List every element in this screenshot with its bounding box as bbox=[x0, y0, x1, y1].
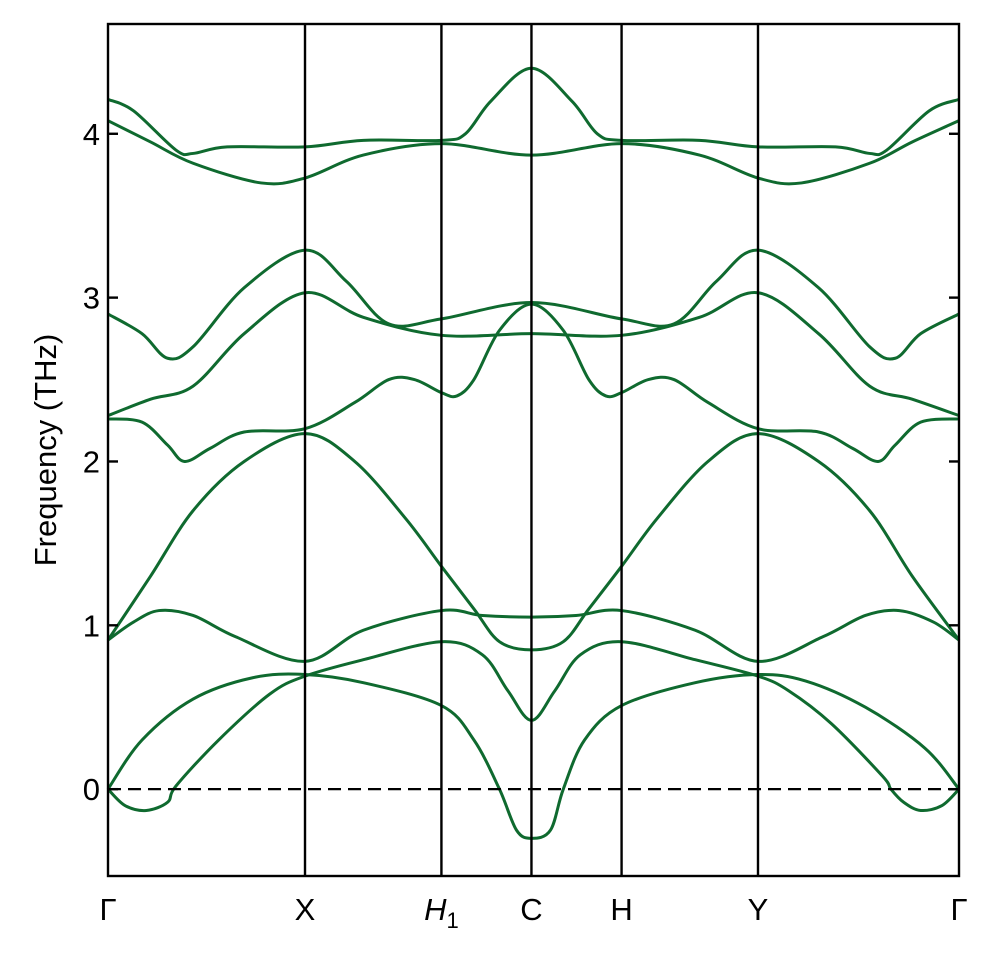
high-symmetry-lines bbox=[303, 24, 760, 876]
band-line-2 bbox=[106, 640, 961, 813]
y-axis-ticks: 0 1 2 3 4 bbox=[83, 117, 959, 807]
y-tick-label-1: 1 bbox=[83, 608, 100, 643]
band-line-3 bbox=[107, 608, 960, 663]
band-line-9 bbox=[107, 66, 960, 157]
x-axis-labels: Γ X H1 C H Y Γ bbox=[99, 892, 967, 933]
band-line-8 bbox=[107, 119, 960, 186]
y-tick-label-3: 3 bbox=[83, 281, 100, 316]
x-tick-label-7: Γ bbox=[950, 892, 967, 927]
x-tick-label-4: C bbox=[520, 892, 542, 927]
x-tick-label-6: Y bbox=[748, 892, 769, 927]
dispersion-lines bbox=[106, 66, 961, 840]
x-tick-label-5: H bbox=[610, 892, 632, 927]
y-tick-label-4: 4 bbox=[83, 117, 100, 152]
x-tick-label-3: H1 bbox=[424, 892, 459, 933]
y-tick-label-2: 2 bbox=[83, 444, 100, 479]
band-line-1 bbox=[106, 672, 961, 840]
band-line-5 bbox=[107, 302, 960, 463]
band-line-6 bbox=[107, 291, 960, 418]
x-tick-label-2: X bbox=[295, 892, 316, 927]
y-axis-title: Frequency (THz) bbox=[28, 334, 63, 567]
plot-frame bbox=[106, 22, 961, 878]
y-tick-label-0: 0 bbox=[83, 772, 100, 807]
x-tick-label-1: Γ bbox=[99, 892, 116, 927]
